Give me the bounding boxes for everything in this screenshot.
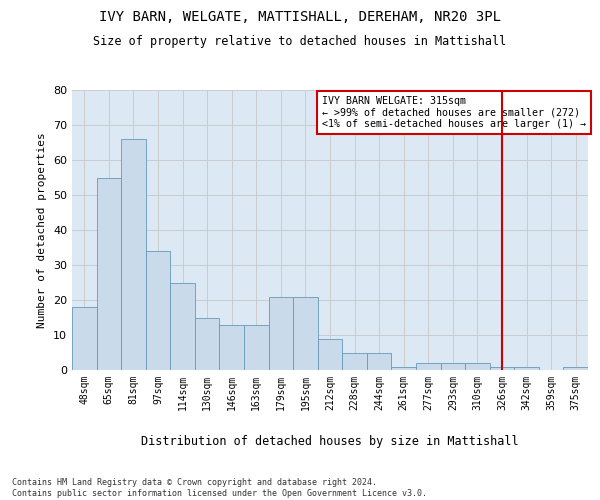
Bar xyxy=(440,363,465,370)
Bar xyxy=(121,139,146,370)
Bar xyxy=(563,366,588,370)
Bar xyxy=(391,366,416,370)
Bar xyxy=(195,318,220,370)
Text: IVY BARN WELGATE: 315sqm
← >99% of detached houses are smaller (272)
<1% of semi: IVY BARN WELGATE: 315sqm ← >99% of detac… xyxy=(322,96,586,129)
Bar xyxy=(318,338,342,370)
Bar xyxy=(465,363,490,370)
Bar xyxy=(220,324,244,370)
Bar xyxy=(97,178,121,370)
Bar xyxy=(269,296,293,370)
Bar xyxy=(490,366,514,370)
Bar xyxy=(367,352,391,370)
Bar xyxy=(514,366,539,370)
Text: IVY BARN, WELGATE, MATTISHALL, DEREHAM, NR20 3PL: IVY BARN, WELGATE, MATTISHALL, DEREHAM, … xyxy=(99,10,501,24)
Bar xyxy=(170,282,195,370)
Bar xyxy=(244,324,269,370)
Y-axis label: Number of detached properties: Number of detached properties xyxy=(37,132,47,328)
Bar xyxy=(72,307,97,370)
Bar xyxy=(146,251,170,370)
Text: Size of property relative to detached houses in Mattishall: Size of property relative to detached ho… xyxy=(94,35,506,48)
Text: Distribution of detached houses by size in Mattishall: Distribution of detached houses by size … xyxy=(141,435,519,448)
Bar xyxy=(293,296,318,370)
Bar xyxy=(342,352,367,370)
Text: Contains HM Land Registry data © Crown copyright and database right 2024.
Contai: Contains HM Land Registry data © Crown c… xyxy=(12,478,427,498)
Bar xyxy=(416,363,440,370)
